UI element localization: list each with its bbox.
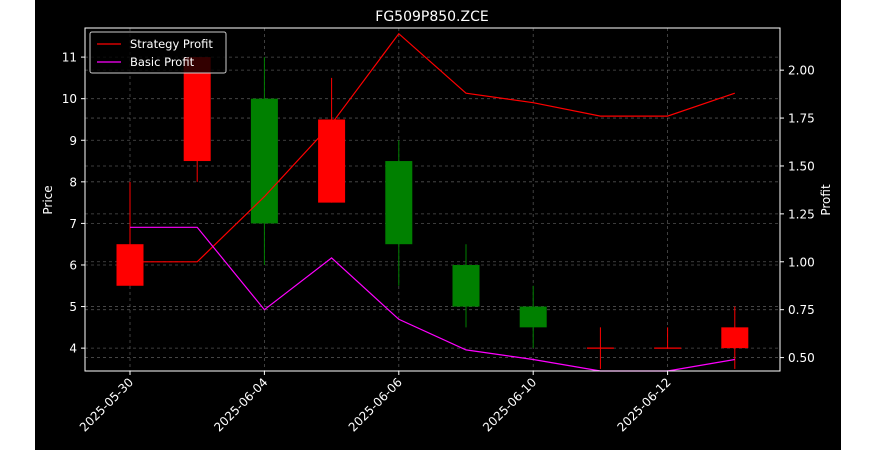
candle-body — [385, 161, 413, 245]
y-left-tick-label: 10 — [62, 92, 77, 106]
candle-body — [452, 264, 480, 307]
profit-lines — [130, 32, 735, 372]
legend: Strategy Profit Basic Profit — [89, 31, 227, 74]
y-axis-left: 4 5 6 7 8 9 10 11 — [62, 51, 85, 356]
y-left-tick-label: 8 — [69, 175, 77, 189]
candle-body — [318, 119, 346, 203]
x-tick-label: 2025-06-04 — [211, 375, 270, 434]
x-tick-label: 2025-06-12 — [615, 375, 674, 434]
x-tick-label: 2025-06-10 — [480, 375, 539, 434]
y-left-tick-label: 4 — [69, 342, 77, 356]
y-right-tick-label: 1.00 — [788, 255, 815, 269]
candles — [116, 57, 749, 369]
y-right-tick-label: 1.50 — [788, 159, 815, 173]
y-right-tick-label: 0.75 — [788, 303, 815, 317]
plot-area — [84, 27, 781, 372]
y-right-tick-label: 1.75 — [788, 112, 815, 126]
y-right-tick-label: 0.50 — [788, 351, 815, 365]
chart-title: FG509P850.ZCE — [375, 9, 488, 25]
series-line-basic-profit — [130, 226, 735, 372]
chart-figure: FG509P850.ZCE 4 5 6 7 8 9 10 11 0.50 0.75 1.00 1.2… — [35, 0, 841, 450]
legend-label-basic-profit: Basic Profit — [130, 55, 195, 69]
x-tick-label: 2025-06-06 — [346, 375, 405, 434]
y-left-tick-label: 9 — [69, 134, 77, 148]
legend-label-strategy-profit: Strategy Profit — [130, 37, 213, 51]
candlestick-chart: FG509P850.ZCE 4 5 6 7 8 9 10 11 0.50 0.75 1.00 1.2… — [41, 9, 833, 434]
x-tick-label: 2025-05-30 — [77, 375, 136, 434]
x-axis: 2025-05-30 2025-06-04 2025-06-06 2025-06-10… — [77, 371, 674, 434]
y-axis-left-label: Price — [41, 185, 55, 214]
y-left-tick-label: 5 — [69, 300, 77, 314]
y-right-tick-label: 1.25 — [788, 207, 815, 221]
candle-body — [250, 98, 278, 224]
y-left-tick-label: 7 — [69, 217, 77, 231]
y-axis-right-label: Profit — [819, 184, 833, 216]
y-right-tick-label: 2.00 — [788, 64, 815, 78]
candle-body — [519, 306, 547, 328]
candle-body — [116, 244, 144, 286]
y-left-tick-label: 6 — [69, 258, 77, 272]
y-axis-right: 0.50 0.75 1.00 1.25 1.50 1.75 2.00 — [780, 64, 815, 365]
series-line-strategy-profit — [130, 32, 735, 263]
y-left-tick-label: 11 — [62, 51, 77, 65]
candle-body — [721, 327, 749, 349]
legend-box — [89, 31, 227, 74]
candle-body — [183, 57, 211, 162]
